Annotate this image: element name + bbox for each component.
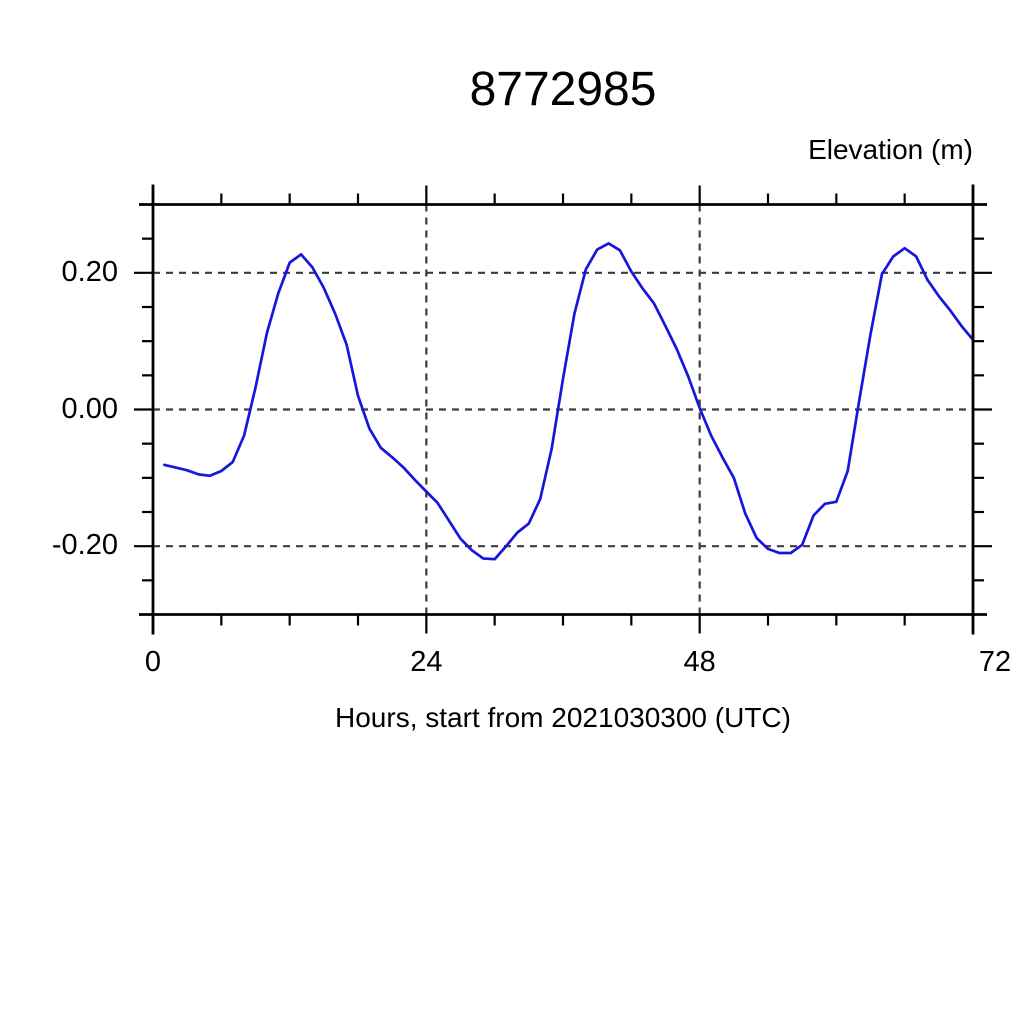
y-tick-label: 0.00	[61, 392, 118, 425]
x-tick-label: 72	[978, 646, 1012, 678]
y-tick-label: 0.20	[61, 255, 118, 288]
x-tick-label: 48	[683, 646, 716, 678]
y-axis-title: Elevation (m)	[808, 134, 973, 165]
x-axis-title: Hours, start from 2021030300 (UTC)	[335, 702, 791, 733]
tidal-elevation-curve	[163, 242, 975, 561]
x-tick-label: 24	[410, 646, 443, 678]
x-tick-label: 0	[144, 646, 162, 678]
chart-title: 8772985	[469, 63, 657, 116]
y-tick-label: -0.20	[51, 528, 118, 561]
